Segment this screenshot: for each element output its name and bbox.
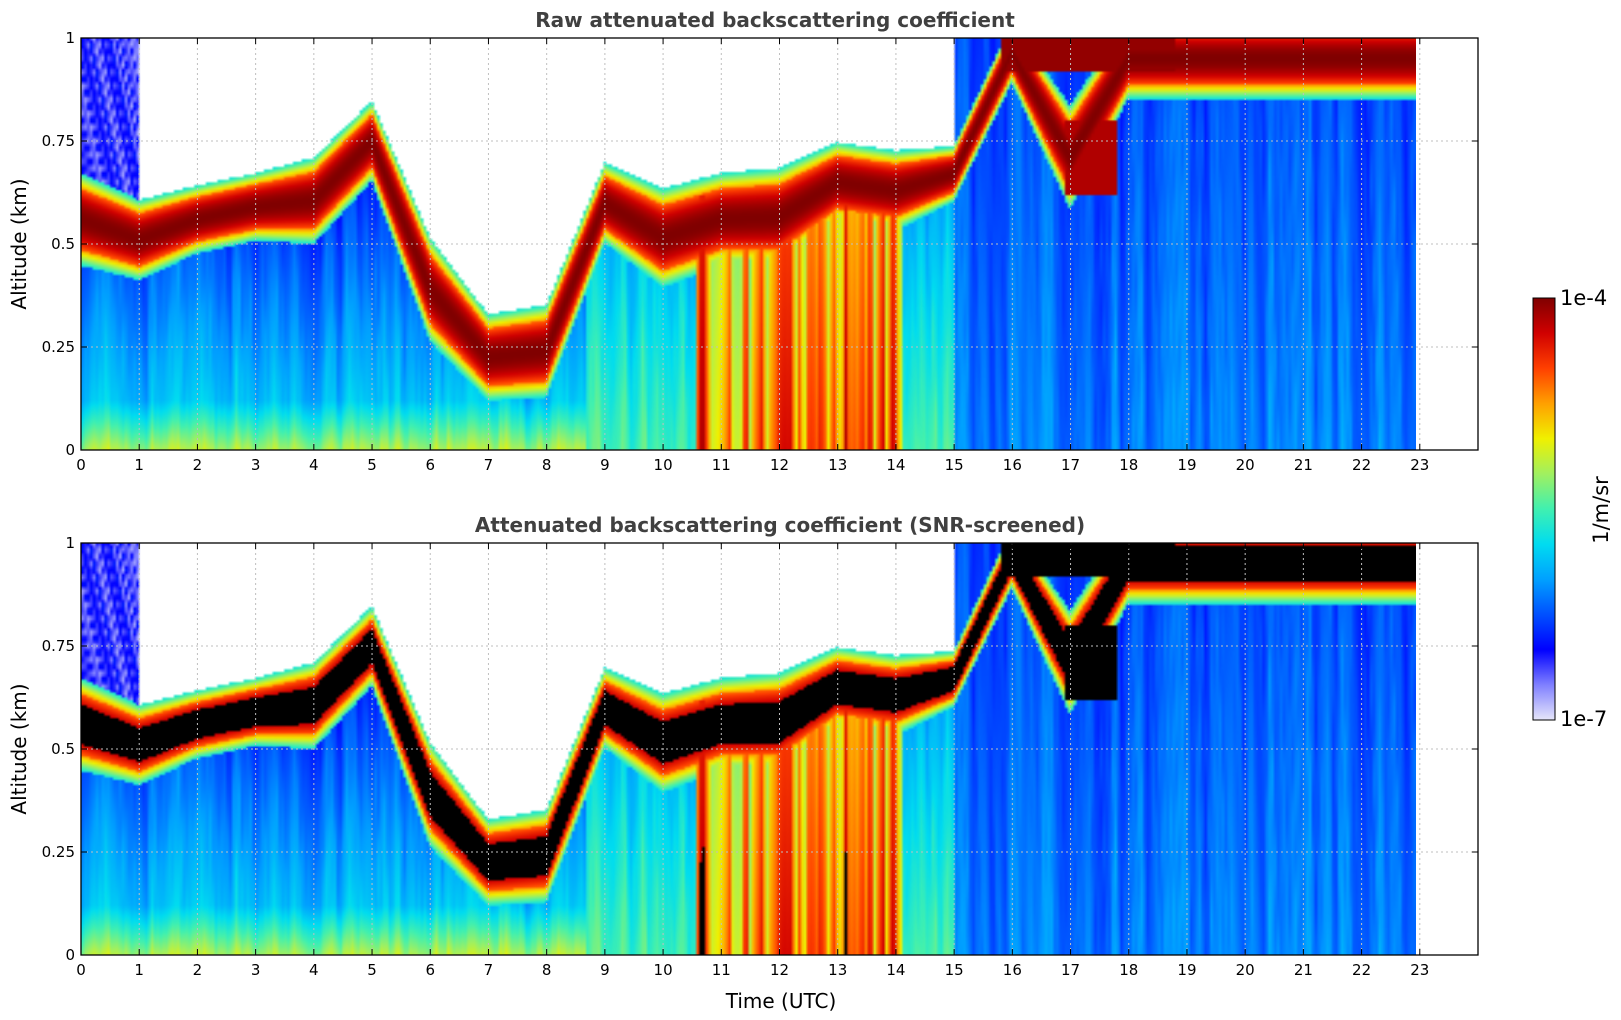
x-tick-label: 23 — [1410, 961, 1429, 979]
x-tick-label: 21 — [1294, 456, 1313, 474]
snr-screened-panel: Attenuated backscattering coefficient (S… — [7, 513, 1479, 1013]
x-tick-label: 16 — [1003, 961, 1022, 979]
y-tick-label: 0.5 — [51, 235, 75, 253]
y-tick-label: 0.75 — [42, 132, 75, 150]
screened-backscatter-heatmap — [81, 543, 1416, 955]
x-tick-label: 1 — [134, 456, 144, 474]
raw-backscatter-panel: Raw attenuated backscattering coefficien… — [7, 8, 1479, 474]
grid-lines — [81, 38, 1478, 450]
x-tick-label: 8 — [542, 456, 552, 474]
x-tick-label: 5 — [367, 456, 377, 474]
x-tick-label: 2 — [193, 456, 203, 474]
y-tick-label: 0.25 — [42, 338, 75, 356]
x-tick-label: 13 — [828, 961, 847, 979]
x-axis-label: Time (UTC) — [725, 989, 837, 1013]
x-tick-label: 20 — [1236, 456, 1255, 474]
x-tick-label: 5 — [367, 961, 377, 979]
x-tick-label: 14 — [886, 456, 905, 474]
x-tick-label: 18 — [1119, 456, 1138, 474]
x-tick-label: 22 — [1352, 961, 1371, 979]
x-tick-label: 7 — [484, 456, 494, 474]
y-axis-ticks: 0 0.25 0.5 0.75 1 — [42, 29, 1478, 459]
x-tick-label: 4 — [309, 456, 319, 474]
x-tick-label: 8 — [542, 961, 552, 979]
x-tick-label: 19 — [1177, 456, 1196, 474]
y-tick-label: 0 — [65, 441, 75, 459]
x-tick-label: 10 — [654, 961, 673, 979]
x-tick-label: 3 — [251, 961, 261, 979]
x-tick-label: 23 — [1410, 456, 1429, 474]
x-tick-label: 12 — [770, 961, 789, 979]
panel-title-raw: Raw attenuated backscattering coefficien… — [535, 8, 1015, 32]
y-axis-label: Altitude (km) — [7, 178, 31, 309]
x-tick-label: 20 — [1236, 961, 1255, 979]
y-tick-label: 0.75 — [42, 637, 75, 655]
y-tick-label: 0 — [65, 946, 75, 964]
x-tick-label: 0 — [76, 456, 86, 474]
x-tick-label: 7 — [484, 961, 494, 979]
x-tick-label: 22 — [1352, 456, 1371, 474]
y-axis-label: Altitude (km) — [7, 683, 31, 814]
colorbar: 1e-4 1e-7 1/m/sr — [1532, 286, 1613, 731]
x-tick-label: 1 — [134, 961, 144, 979]
panel-title-screened: Attenuated backscattering coefficient (S… — [475, 513, 1085, 537]
y-tick-label: 1 — [65, 29, 75, 47]
y-tick-label: 0.25 — [42, 843, 75, 861]
x-tick-label: 0 — [76, 961, 86, 979]
x-tick-label: 14 — [886, 961, 905, 979]
x-axis-ticks: 0 1 2 3 4 5 6 7 8 9 10 11 12 13 14 15 16 17 18 19 20 21 22 23 — [76, 543, 1429, 979]
x-tick-label: 3 — [251, 456, 261, 474]
y-tick-label: 0.5 — [51, 740, 75, 758]
x-tick-label: 18 — [1119, 961, 1138, 979]
x-tick-label: 17 — [1061, 456, 1080, 474]
x-tick-label: 12 — [770, 456, 789, 474]
y-tick-label: 1 — [65, 534, 75, 552]
colorbar-max-label: 1e-4 — [1560, 286, 1607, 310]
x-tick-label: 2 — [193, 961, 203, 979]
colorbar-gradient — [1532, 297, 1556, 721]
x-tick-label: 11 — [712, 961, 731, 979]
y-axis-ticks: 0 0.25 0.5 0.75 1 — [42, 534, 1478, 964]
x-tick-label: 21 — [1294, 961, 1313, 979]
x-axis-ticks: 0 1 2 3 4 5 6 7 8 9 10 11 12 13 14 15 16 17 18 19 20 21 22 23 — [76, 38, 1429, 474]
x-tick-label: 19 — [1177, 961, 1196, 979]
x-tick-label: 15 — [945, 456, 964, 474]
x-tick-label: 6 — [425, 961, 435, 979]
raw-backscatter-heatmap — [81, 38, 1416, 450]
x-tick-label: 11 — [712, 456, 731, 474]
x-tick-label: 13 — [828, 456, 847, 474]
x-tick-label: 10 — [654, 456, 673, 474]
x-tick-label: 6 — [425, 456, 435, 474]
x-tick-label: 17 — [1061, 961, 1080, 979]
x-tick-label: 15 — [945, 961, 964, 979]
colorbar-min-label: 1e-7 — [1560, 707, 1607, 731]
x-tick-label: 9 — [600, 961, 610, 979]
colorbar-unit-label: 1/m/sr — [1589, 476, 1613, 544]
x-tick-label: 9 — [600, 456, 610, 474]
x-tick-label: 16 — [1003, 456, 1022, 474]
grid-lines — [81, 543, 1478, 955]
x-tick-label: 4 — [309, 961, 319, 979]
